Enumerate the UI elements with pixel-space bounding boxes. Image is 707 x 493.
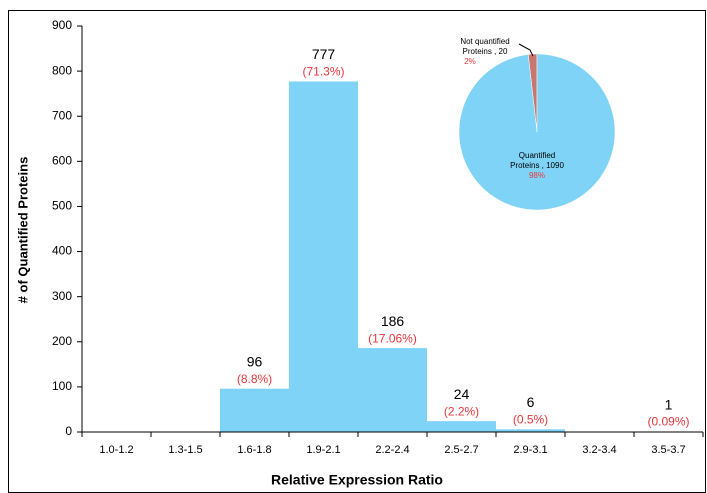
percent-label: (71.3%) [302, 65, 344, 79]
x-tick-label: 1.3-1.5 [168, 444, 202, 456]
pie-label: Quantified [519, 151, 555, 160]
bar [289, 81, 358, 432]
pie-label: Proteins , 1090 [510, 161, 564, 170]
y-tick-label: 600 [52, 154, 72, 168]
bar [427, 421, 496, 432]
y-tick-label: 0 [65, 424, 72, 438]
value-label: 1 [665, 396, 673, 412]
x-tick-label: 3.5-3.7 [651, 444, 685, 456]
y-tick-label: 700 [52, 108, 72, 122]
x-tick-label: 2.2-2.4 [375, 444, 409, 456]
pie-label: Not quantified [460, 37, 509, 46]
y-tick-label: 800 [52, 63, 72, 77]
pie-label: Proteins , 20 [463, 47, 508, 56]
pie-percent-label: 2% [464, 57, 476, 66]
percent-label: (0.09%) [647, 415, 689, 429]
value-label: 6 [527, 394, 535, 410]
pie-slice [458, 53, 616, 211]
percent-label: (0.5%) [513, 412, 548, 426]
y-axis-label: # of Quantified Proteins [15, 157, 30, 304]
leader-line [518, 43, 534, 57]
value-label: 777 [312, 46, 336, 62]
x-tick-label: 3.2-3.4 [582, 444, 616, 456]
value-label: 186 [381, 313, 405, 329]
y-tick-label: 500 [52, 199, 72, 213]
y-tick-label: 900 [52, 18, 72, 32]
bar [220, 388, 289, 432]
x-tick-label: 2.5-2.7 [444, 444, 478, 456]
percent-label: (17.06%) [368, 331, 417, 345]
value-label: 96 [247, 353, 263, 369]
x-tick-label: 1.9-2.1 [306, 444, 340, 456]
y-tick-label: 400 [52, 244, 72, 258]
value-label: 24 [454, 386, 470, 402]
pie-percent-label: 98% [529, 171, 545, 180]
y-tick-label: 100 [52, 379, 72, 393]
bar [496, 429, 565, 432]
bar [358, 348, 427, 432]
x-axis-label: Relative Expression Ratio [271, 472, 443, 488]
x-tick-label: 1.6-1.8 [237, 444, 271, 456]
y-tick-label: 300 [52, 289, 72, 303]
y-tick-label: 200 [52, 334, 72, 348]
x-tick-label: 2.9-3.1 [513, 444, 547, 456]
x-tick-label: 1.0-1.2 [99, 444, 133, 456]
percent-label: (8.8%) [237, 372, 272, 386]
percent-label: (2.2%) [444, 404, 479, 418]
